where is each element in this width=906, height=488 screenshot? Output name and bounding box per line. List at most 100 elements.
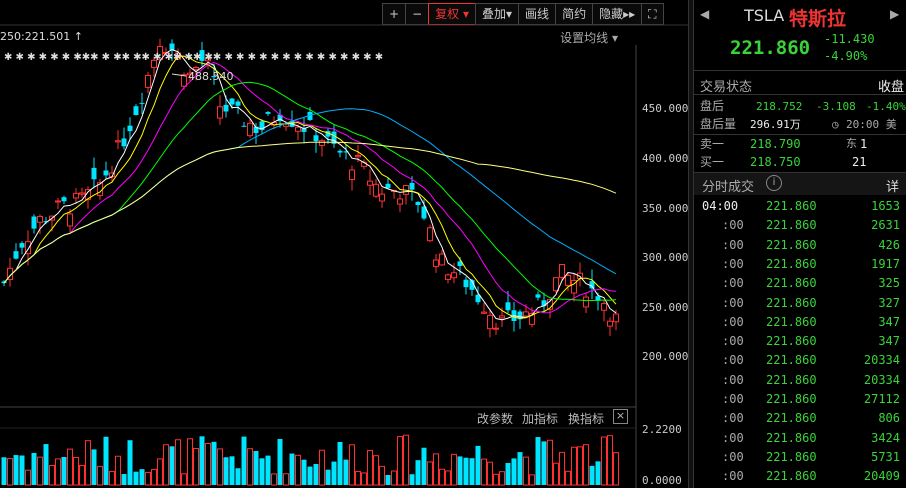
tick-volume: 27112 bbox=[863, 392, 900, 406]
volume-bar bbox=[343, 459, 349, 485]
volume-bar bbox=[559, 451, 565, 486]
after-hours-time: 20:00 美东 bbox=[846, 118, 897, 150]
volume-bar bbox=[517, 452, 523, 485]
candle-body bbox=[541, 300, 547, 307]
draw-line-button[interactable]: 画线 bbox=[518, 3, 557, 25]
chevron-down-icon: ▾ bbox=[611, 31, 618, 45]
event-markers: ✱ ✱ ✱ ✱ ✱ ✱ ✱✱✱ ✱ ✱✱ ✱✱ ✱ ✱✱ ✱✱ ✱✱ ✱ ✱ ✱… bbox=[4, 52, 383, 63]
candle-body bbox=[55, 200, 61, 203]
tick-price: 221.860 bbox=[766, 430, 817, 445]
volume-bar bbox=[1, 457, 7, 485]
info-icon[interactable]: i bbox=[766, 175, 782, 191]
volume-bar bbox=[391, 470, 397, 486]
kline-chart[interactable]: + − 复权 ▾ 叠加▾ 画线 简约 隐藏▸▸ ⛶ 250:221.501 ↑ … bbox=[0, 0, 688, 488]
volume-bar bbox=[325, 469, 331, 485]
candle-body bbox=[133, 106, 139, 116]
candle-body bbox=[499, 315, 505, 319]
tick-detail-button[interactable]: 详 bbox=[886, 180, 900, 195]
volume-bar bbox=[409, 474, 415, 485]
tick-volume: 20334 bbox=[863, 372, 900, 387]
ticker-symbol: TSLA bbox=[744, 6, 785, 25]
tick-row: :00 221.860 20409 bbox=[694, 467, 906, 486]
candle-body bbox=[139, 102, 145, 104]
tick-time: :00 bbox=[722, 295, 744, 310]
volume-bar bbox=[7, 458, 13, 486]
ma-param-value: 250:221.501 bbox=[0, 30, 71, 43]
set-ma-button[interactable]: 设置均线 ▾ bbox=[560, 29, 618, 46]
volume-bar bbox=[547, 439, 553, 486]
volume-bar bbox=[397, 436, 403, 486]
candle-body bbox=[427, 227, 433, 242]
bid1-row[interactable]: 买一 218.750 21 bbox=[694, 153, 906, 172]
tick-row: :00 221.860 806 bbox=[694, 409, 906, 428]
candle-body bbox=[277, 114, 283, 122]
candle-body bbox=[91, 167, 97, 180]
volume-bar bbox=[271, 473, 277, 486]
candle-body bbox=[397, 198, 403, 205]
close-icon[interactable]: × bbox=[613, 409, 628, 424]
ask1-qty: 1 bbox=[860, 137, 868, 151]
volume-bar bbox=[367, 449, 373, 486]
volume-bar bbox=[49, 464, 55, 486]
volume-bar bbox=[145, 471, 151, 486]
volume-bar bbox=[463, 457, 469, 485]
candle-body bbox=[367, 180, 373, 186]
tick-row: :00 221.860 27112 bbox=[694, 390, 906, 409]
volume-bar bbox=[529, 474, 535, 486]
clock-icon: ◷ bbox=[832, 118, 839, 131]
tick-volume: 5731 bbox=[871, 449, 900, 464]
volume-bar bbox=[565, 470, 571, 486]
volume-bar bbox=[607, 435, 613, 486]
candle-body bbox=[535, 294, 541, 298]
candle-body bbox=[235, 101, 241, 106]
arrow-up-icon: ↑ bbox=[73, 30, 83, 43]
y-tick: 400.000 bbox=[642, 152, 689, 165]
candle-body bbox=[193, 66, 199, 71]
volume-bar bbox=[79, 465, 85, 486]
volume-bar bbox=[349, 444, 355, 486]
volume-bar bbox=[13, 455, 19, 485]
candle-body bbox=[505, 302, 511, 311]
candle-body bbox=[31, 216, 37, 229]
volume-bar bbox=[295, 454, 301, 486]
ma-param-readout: 250:221.501 ↑ bbox=[0, 30, 83, 43]
edit-params-button[interactable]: 改参数 bbox=[477, 412, 514, 426]
candle-body bbox=[181, 74, 187, 87]
tick-price: 221.860 bbox=[766, 314, 817, 329]
add-indicator-button[interactable]: 加指标 bbox=[522, 412, 559, 426]
volume-bar bbox=[235, 468, 241, 485]
volume-bar bbox=[91, 449, 97, 485]
tick-price: 221.860 bbox=[766, 469, 817, 484]
max-price-label: 488.540 bbox=[188, 70, 234, 83]
y-tick: 300.000 bbox=[642, 251, 689, 264]
bid1-label: 买一 bbox=[700, 155, 725, 169]
chevron-left-icon[interactable]: ◀ bbox=[700, 7, 710, 21]
tick-price: 221.860 bbox=[766, 295, 817, 310]
chevron-right-icon[interactable]: ▶ bbox=[890, 7, 900, 21]
volume-bar bbox=[121, 474, 127, 485]
hide-button[interactable]: 隐藏▸▸ bbox=[592, 3, 643, 25]
candle-body bbox=[37, 215, 43, 223]
volume-bar bbox=[175, 439, 181, 486]
volume-bar bbox=[187, 438, 193, 486]
tick-volume: 327 bbox=[878, 295, 900, 310]
candle-body bbox=[439, 253, 445, 266]
tick-time: 04:00 bbox=[702, 199, 739, 213]
volume-bar bbox=[571, 446, 577, 486]
ma120-line bbox=[3, 108, 617, 284]
after-hours-price: 218.752 bbox=[756, 100, 803, 113]
tick-price: 221.860 bbox=[766, 334, 817, 349]
ask1-row[interactable]: 卖一 218.790 1 bbox=[694, 135, 906, 154]
volume-bar bbox=[67, 448, 73, 486]
panel-splitter[interactable] bbox=[688, 0, 694, 488]
tick-volume: 3424 bbox=[871, 430, 900, 445]
tick-row: :00 221.860 325 bbox=[694, 274, 906, 293]
after-hours-row: 盘后 218.752 -3.108 -1.40% bbox=[694, 97, 906, 116]
candle-body bbox=[127, 125, 133, 132]
switch-indicator-button[interactable]: 换指标 bbox=[568, 412, 605, 426]
tick-volume: 2631 bbox=[871, 218, 900, 233]
volume-bar bbox=[313, 463, 319, 485]
volume-bar bbox=[499, 471, 505, 486]
simple-mode-button[interactable]: 简约 bbox=[555, 3, 594, 25]
fuquan-button[interactable]: 复权 ▾ bbox=[428, 3, 476, 25]
